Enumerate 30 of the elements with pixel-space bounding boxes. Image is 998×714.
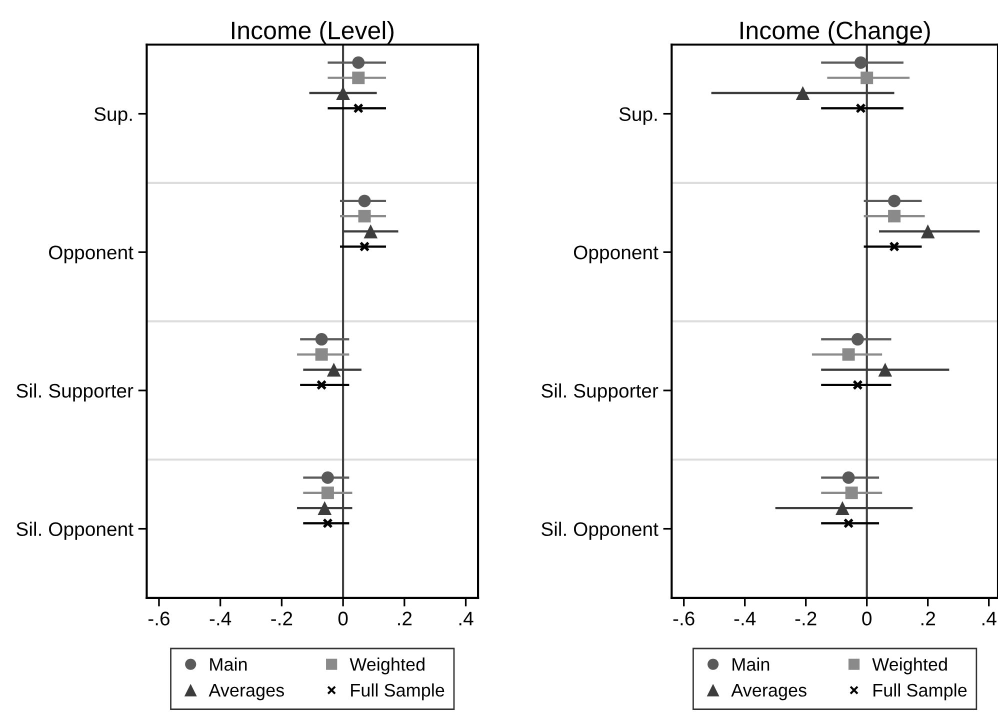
legend-label: Main xyxy=(210,658,247,671)
legend-label: Averages xyxy=(731,684,806,700)
legend-label: Full Sample xyxy=(351,683,444,700)
chart-title: Income (Change) xyxy=(740,20,930,44)
chart-title: Income (Level) xyxy=(232,20,394,44)
y-tick-label: Opponent xyxy=(574,246,658,264)
y-tick-label: Sil. Opponent xyxy=(16,522,134,540)
x-tick-label: .4 xyxy=(982,612,996,626)
y-tick-label: Sil. Supporter xyxy=(16,383,134,402)
legend-label: Full Sample xyxy=(874,683,967,700)
x-tick-label: -.2 xyxy=(795,612,816,626)
x-tick-label: .2 xyxy=(922,612,935,626)
x-tick-label: .4 xyxy=(459,612,474,626)
x-tick-label: -.4 xyxy=(210,612,232,626)
x-tick-label: -.2 xyxy=(271,612,292,626)
x-tick-label: -.6 xyxy=(673,612,694,626)
legend-label: Main xyxy=(732,658,770,671)
legend-label: Weighted xyxy=(350,658,424,674)
y-tick-label: Sil. Opponent xyxy=(542,522,658,540)
y-tick-label: Sil. Supporter xyxy=(542,383,658,402)
y-tick-label: Opponent xyxy=(49,246,134,264)
x-tick-label: 0 xyxy=(338,612,348,626)
legend-label: Weighted xyxy=(872,658,947,674)
x-tick-label: -.6 xyxy=(148,612,170,626)
x-tick-label: 0 xyxy=(862,612,872,626)
x-tick-label: .2 xyxy=(398,612,412,626)
y-tick-label: Sup. xyxy=(619,107,657,125)
y-tick-label: Sup. xyxy=(94,107,132,125)
x-tick-label: -.4 xyxy=(734,612,756,626)
legend-label: Averages xyxy=(208,684,284,700)
